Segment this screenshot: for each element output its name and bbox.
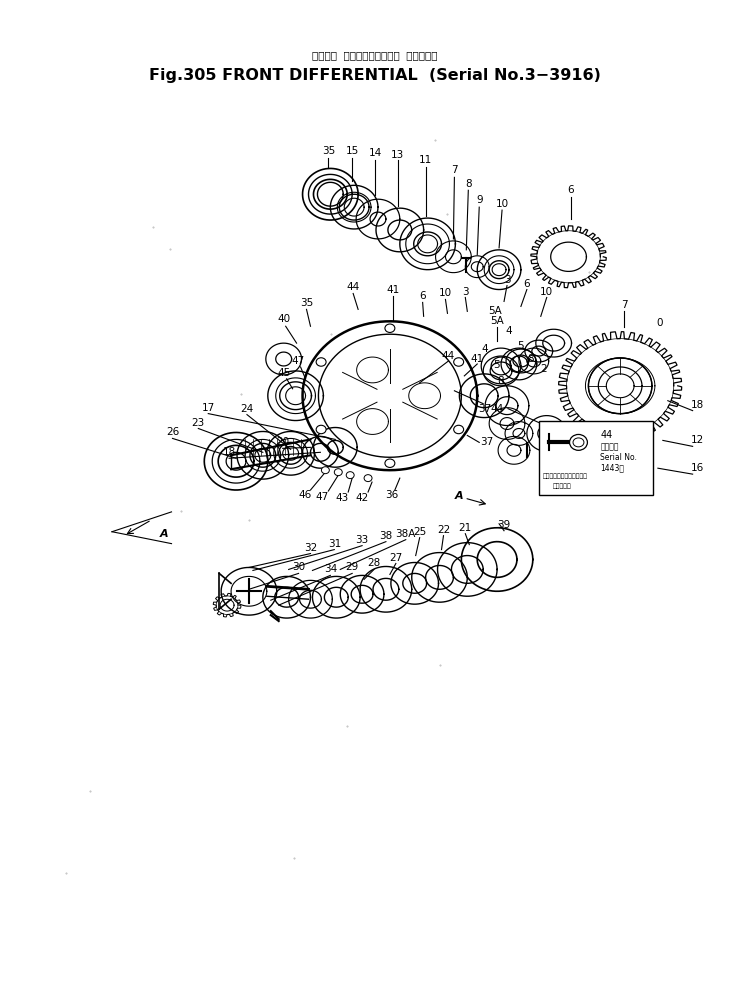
Text: 6: 6 (419, 292, 426, 302)
Text: 18: 18 (691, 400, 704, 409)
Text: 27: 27 (389, 553, 403, 563)
Text: 5: 5 (493, 360, 500, 370)
Text: 47: 47 (291, 356, 304, 366)
Text: 30: 30 (292, 563, 305, 573)
Text: 39: 39 (497, 520, 511, 530)
Text: 45: 45 (277, 368, 290, 378)
Ellipse shape (454, 425, 464, 434)
Ellipse shape (573, 438, 584, 447)
Text: 25: 25 (413, 527, 426, 537)
Text: 2: 2 (541, 364, 547, 374)
Text: 全数に適用: 全数に適用 (553, 483, 572, 489)
Text: 1443〜: 1443〜 (600, 463, 624, 472)
Text: 20: 20 (276, 437, 290, 447)
Text: 8: 8 (498, 376, 504, 386)
Text: 41: 41 (470, 354, 484, 364)
Text: 10: 10 (540, 287, 554, 297)
Ellipse shape (334, 469, 342, 476)
Text: 29: 29 (346, 563, 358, 573)
Text: 9: 9 (476, 195, 482, 205)
Text: 13: 13 (392, 149, 404, 159)
Text: 0: 0 (656, 318, 663, 328)
Text: デフキャリアダクセルボル: デフキャリアダクセルボル (543, 473, 588, 479)
Text: 46: 46 (299, 490, 312, 500)
Text: 6: 6 (567, 185, 574, 195)
Text: 8: 8 (527, 354, 534, 364)
Text: 5A: 5A (488, 307, 502, 316)
Text: 7: 7 (451, 165, 458, 175)
Text: 12: 12 (691, 435, 704, 445)
Text: 44: 44 (490, 404, 504, 413)
Text: 8: 8 (465, 179, 472, 189)
Text: 42: 42 (356, 493, 369, 503)
Text: 43: 43 (335, 493, 349, 503)
Text: 3: 3 (504, 275, 510, 285)
Text: フロント  ディファレンシャル  （適用号機: フロント ディファレンシャル （適用号機 (312, 50, 438, 60)
Text: 5A: 5A (490, 316, 504, 326)
Text: 3: 3 (462, 287, 469, 297)
Text: 21: 21 (459, 523, 472, 533)
Ellipse shape (316, 425, 326, 434)
Text: 23: 23 (192, 417, 205, 427)
Bar (538, 420, 653, 495)
Text: A: A (159, 529, 168, 539)
Text: 16: 16 (691, 463, 704, 473)
Ellipse shape (454, 358, 464, 366)
Text: 17: 17 (202, 403, 214, 412)
Text: 5: 5 (518, 341, 524, 351)
Text: 44: 44 (346, 282, 360, 292)
Text: 14: 14 (368, 147, 382, 157)
Text: 38A: 38A (395, 529, 416, 539)
Text: A: A (455, 491, 464, 501)
Text: 31: 31 (328, 539, 341, 549)
Ellipse shape (322, 467, 329, 474)
Text: 10: 10 (439, 289, 452, 299)
Ellipse shape (364, 475, 372, 482)
Text: 35: 35 (300, 299, 313, 309)
Text: 15: 15 (346, 145, 358, 155)
Ellipse shape (316, 358, 326, 366)
Text: 26: 26 (166, 427, 179, 437)
Text: Fig.305 FRONT DIFFERENTIAL  (Serial No.3−3916): Fig.305 FRONT DIFFERENTIAL (Serial No.3−… (149, 67, 601, 83)
Text: 11: 11 (419, 155, 432, 165)
Text: Serial No.: Serial No. (600, 453, 638, 462)
Text: 35: 35 (322, 145, 335, 155)
Text: 41: 41 (386, 285, 400, 295)
Text: 10: 10 (496, 199, 508, 209)
Text: 38: 38 (380, 531, 392, 541)
Text: 適用号機: 適用号機 (600, 442, 619, 451)
Text: 22: 22 (436, 525, 450, 535)
Text: 24: 24 (240, 404, 254, 413)
Text: 37: 37 (481, 437, 494, 447)
Ellipse shape (385, 459, 394, 468)
Text: 6: 6 (524, 279, 530, 289)
Ellipse shape (346, 472, 354, 479)
Text: 4: 4 (482, 344, 488, 354)
Text: 37: 37 (478, 404, 492, 413)
Text: 44: 44 (442, 351, 455, 361)
Text: 4: 4 (506, 326, 512, 336)
Text: 47: 47 (316, 492, 329, 502)
Text: 34: 34 (324, 565, 337, 575)
Text: 7: 7 (621, 301, 628, 311)
Ellipse shape (385, 324, 394, 332)
Text: 40: 40 (277, 315, 290, 324)
Ellipse shape (569, 434, 587, 450)
Text: 32: 32 (304, 543, 317, 553)
Text: 44: 44 (600, 430, 613, 440)
Text: 36: 36 (386, 490, 398, 500)
Text: 33: 33 (356, 535, 369, 545)
Text: 18: 18 (223, 447, 236, 457)
Text: 28: 28 (368, 559, 381, 569)
